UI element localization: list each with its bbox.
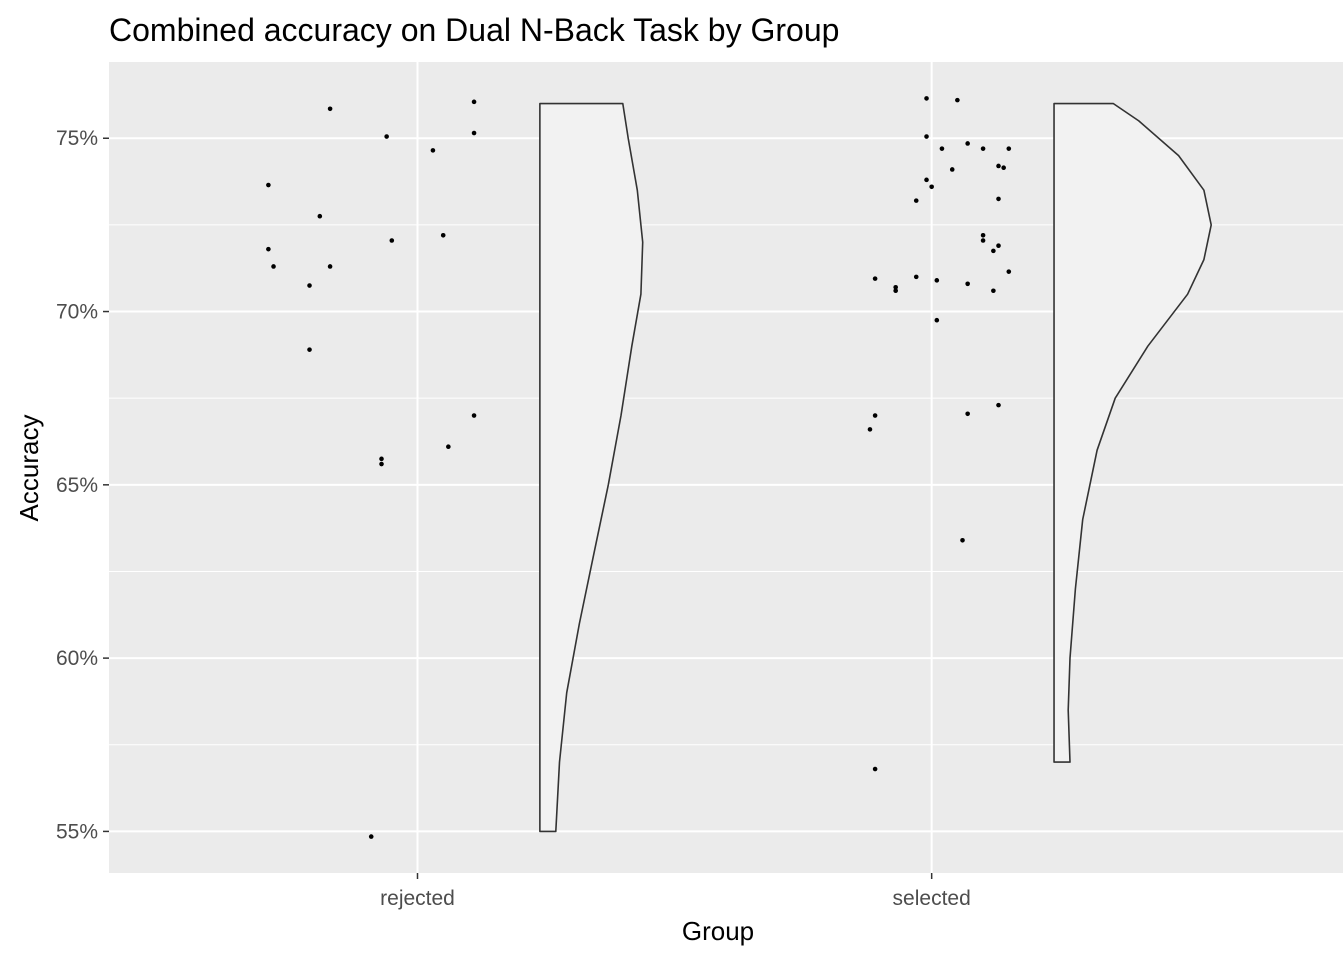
data-point-selected [980,238,986,243]
data-point-selected [1001,165,1006,171]
data-point-selected [996,163,1001,169]
data-point-selected [924,96,929,101]
data-point-selected [893,284,898,290]
violin-rejected [539,102,644,833]
data-point-rejected [307,347,312,352]
data-point-rejected [471,99,477,105]
data-point-selected [939,146,945,151]
data-point-selected [934,317,940,323]
data-point-rejected [307,283,312,288]
y-tick-label: 55% [56,820,98,843]
data-point-selected [949,167,955,172]
y-tick-label: 75% [56,127,98,150]
data-point-rejected [368,834,374,839]
data-point-selected [872,413,878,418]
y-axis-title: Accuracy [14,415,44,522]
chart-title: Combined accuracy on Dual N-Back Task by… [109,12,839,48]
data-point-selected [893,288,898,294]
data-point-selected [1006,269,1012,274]
y-tick-label: 70% [56,301,98,324]
data-point-selected [996,196,1001,202]
data-point-rejected [271,264,276,269]
data-point-rejected [317,213,323,219]
data-point-selected [934,278,940,283]
violin-layer [539,102,1212,833]
data-point-rejected [327,264,333,269]
data-point-selected [980,146,986,151]
grid-minor [109,224,1343,746]
data-point-rejected [384,134,389,139]
point-layer [266,96,1012,839]
data-point-selected [955,97,960,103]
data-point-rejected [266,246,271,252]
data-point-rejected [379,461,384,467]
data-point-rejected [446,444,451,450]
x-tick-label: selected [893,887,971,910]
data-point-selected [913,274,919,280]
data-point-selected [913,198,919,203]
y-axis: 55% 60% 65% 70% 75% [56,127,109,843]
violin-selected [1053,102,1212,763]
data-point-selected [960,537,965,543]
y-tick-label: 60% [56,647,98,670]
data-point-selected [872,276,878,281]
data-point-selected [872,766,878,772]
data-point-rejected [327,106,333,112]
data-point-selected [924,134,929,139]
data-point-selected [965,281,970,287]
grid-major [109,62,1343,873]
data-point-selected [867,427,873,432]
data-point-selected [929,184,934,190]
data-point-selected [980,232,986,238]
data-point-rejected [266,182,271,188]
data-point-selected [965,141,970,146]
data-point-selected [965,411,970,417]
data-point-rejected [471,413,477,418]
x-tick-label: rejected [380,887,455,910]
y-tick-label: 65% [56,474,98,497]
data-point-selected [1006,146,1012,151]
data-point-rejected [389,238,395,243]
data-point-selected [924,177,929,183]
data-point-rejected [440,232,446,238]
x-axis: rejected selected [380,873,971,910]
data-point-selected [996,402,1001,408]
x-axis-title: Group [682,916,754,946]
data-point-rejected [379,456,384,462]
data-point-rejected [430,148,436,153]
data-point-selected [991,288,996,294]
data-point-selected [996,243,1001,248]
data-point-selected [991,248,996,254]
data-point-rejected [471,130,477,136]
